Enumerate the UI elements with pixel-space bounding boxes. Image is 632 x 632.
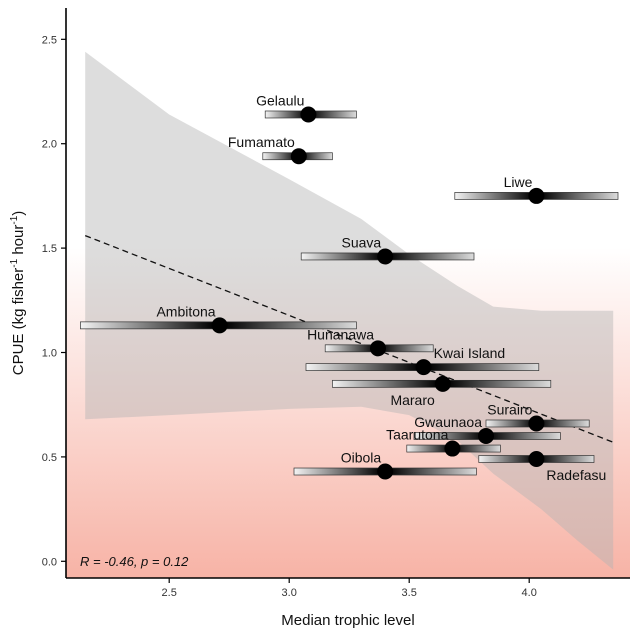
trend-line-layer <box>84 234 614 443</box>
point-label: Radefasu <box>546 467 606 483</box>
x-ticks: 2.5 3.0 3.5 4.0 <box>162 578 537 599</box>
y-axis-title-sup2: -1 <box>9 215 20 224</box>
y-tick-label: 2.5 <box>42 34 57 46</box>
point-label: Gelaulu <box>256 92 304 108</box>
data-point <box>290 148 307 165</box>
data-point <box>478 428 494 445</box>
y-tick-label: 0.0 <box>42 556 57 568</box>
points-layer <box>211 106 545 480</box>
trend-line <box>84 234 614 443</box>
point-label: Suava <box>341 234 381 250</box>
point-label: Kwai Island <box>434 345 506 361</box>
y-tick-label: 0.5 <box>42 452 57 464</box>
point-label: Fumamato <box>228 134 295 150</box>
data-point <box>444 440 461 457</box>
x-tick-label: 3.0 <box>282 587 297 599</box>
x-tick-label: 4.0 <box>522 587 537 599</box>
x-tick-label: 3.5 <box>402 587 417 599</box>
y-tick-label: 2.0 <box>42 139 57 151</box>
data-point <box>528 415 545 432</box>
point-labels-layer: Gelaulu Fumamato Liwe Suava Ambitona Hunanawa… <box>156 92 606 483</box>
point-label: Oibola <box>341 450 382 466</box>
point-label: Liwe <box>504 174 533 190</box>
data-point <box>377 248 394 265</box>
y-tick-label: 1.5 <box>42 243 57 255</box>
x-tick-label: 2.5 <box>162 587 177 599</box>
point-label: Taarutona <box>386 427 448 443</box>
point-label: Gwaunaoa <box>414 414 482 430</box>
point-label: Ambitona <box>156 303 215 319</box>
y-tick-label: 1.0 <box>42 348 57 360</box>
data-point <box>528 450 545 467</box>
data-point <box>434 375 451 392</box>
axes <box>65 8 630 579</box>
y-axis-title: CPUE (kg fisher-1 hour-1) <box>9 211 27 376</box>
point-label: Mararo <box>390 392 435 408</box>
data-point <box>528 187 545 204</box>
y-axis-title-sup1: -1 <box>9 258 20 267</box>
data-point <box>377 463 394 480</box>
x-axis-title: Median trophic level <box>281 612 414 629</box>
data-point <box>370 340 386 357</box>
correlation-stats: R = -0.46, p = 0.12 <box>80 554 189 569</box>
plot-background <box>66 8 630 578</box>
point-label: Hunanawa <box>307 326 374 342</box>
data-point <box>415 359 432 376</box>
y-ticks: 0.0 0.5 1.0 1.5 2.0 2.5 <box>42 34 66 568</box>
data-point <box>300 106 317 123</box>
point-label: Surairo <box>487 401 532 417</box>
data-point <box>211 317 228 334</box>
